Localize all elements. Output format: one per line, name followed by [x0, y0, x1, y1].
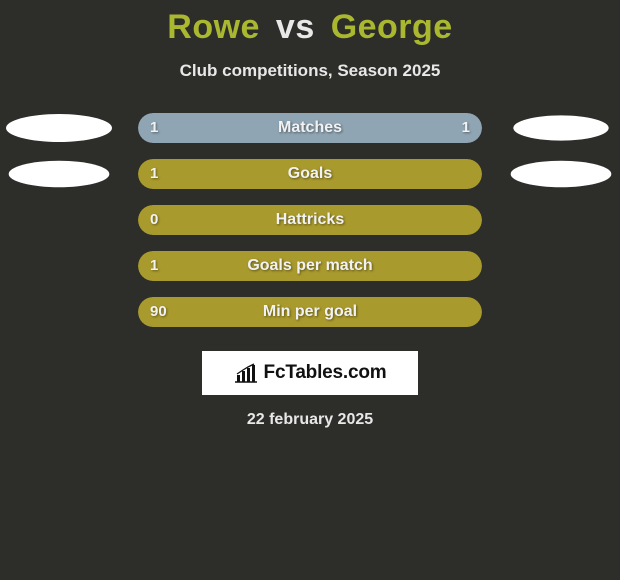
- stat-bar-right: [310, 113, 482, 143]
- player2-ellipse-icon: [513, 115, 608, 140]
- stat-row: Goals1: [0, 159, 620, 189]
- stat-bar: Goals1: [138, 159, 482, 189]
- player2-ellipse-icon: [511, 161, 612, 188]
- bar-chart-icon: [234, 363, 258, 383]
- brand-text: FcTables.com: [264, 362, 387, 384]
- stat-bar: Min per goal90: [138, 297, 482, 327]
- stat-rows: Matches11 Goals1 Hattricks0 Goals per match…: [0, 113, 620, 327]
- player1-ellipse-icon: [6, 114, 112, 142]
- stat-bar-left: [138, 113, 310, 143]
- footer-date: 22 february 2025: [0, 411, 620, 429]
- vs-separator: vs: [276, 8, 315, 46]
- stat-row: Matches11: [0, 113, 620, 143]
- stat-bar-left: [138, 159, 482, 189]
- stat-row: Hattricks0: [0, 205, 620, 235]
- stat-row: Goals per match1: [0, 251, 620, 281]
- player1-ellipse-icon: [9, 161, 110, 188]
- stat-bar: Hattricks0: [138, 205, 482, 235]
- stat-bar: Goals per match1: [138, 251, 482, 281]
- stat-bar-left: [138, 205, 482, 235]
- subtitle: Club competitions, Season 2025: [0, 61, 620, 81]
- player1-name: Rowe: [167, 8, 260, 46]
- stat-row: Min per goal90: [0, 297, 620, 327]
- comparison-title: Rowe vs George: [0, 0, 620, 47]
- stat-bar-left: [138, 251, 482, 281]
- stat-bar: Matches11: [138, 113, 482, 143]
- stat-bar-left: [138, 297, 482, 327]
- player2-name: George: [331, 8, 453, 46]
- brand-badge: FcTables.com: [202, 351, 418, 395]
